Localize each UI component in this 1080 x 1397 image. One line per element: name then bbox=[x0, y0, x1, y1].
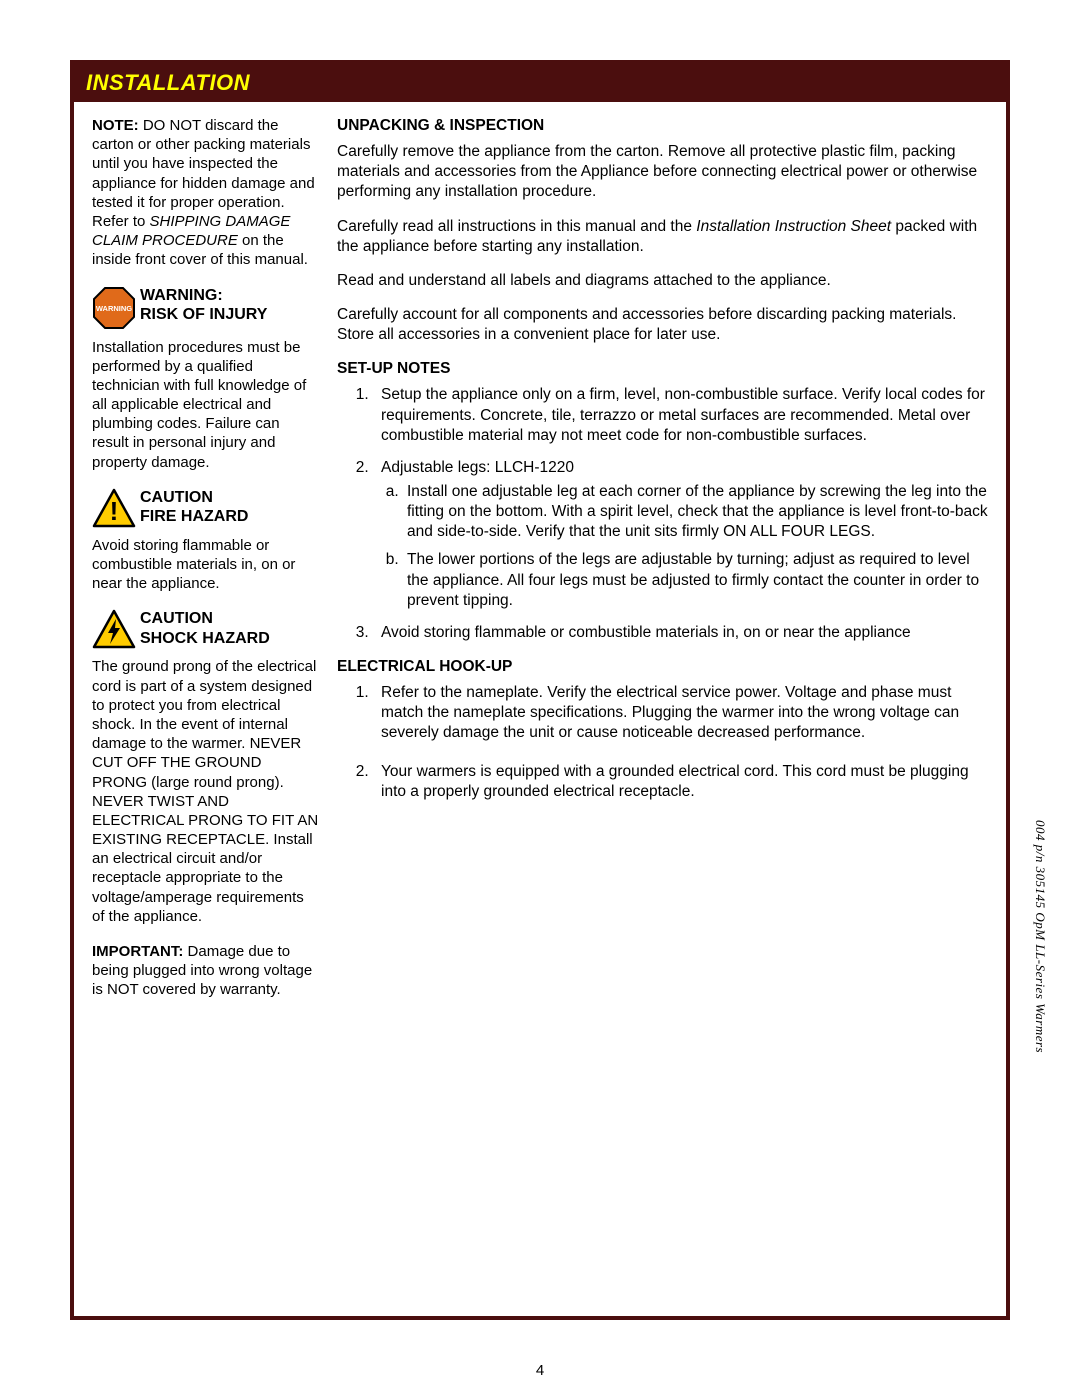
list-item: Install one adjustable leg at each corne… bbox=[403, 482, 988, 542]
unpacking-p2-italic: Installation Instruction Sheet bbox=[696, 218, 891, 235]
right-column: UNPACKING & INSPECTION Carefully remove … bbox=[337, 116, 988, 1300]
setup-sub-b: The lower portions of the legs are adjus… bbox=[407, 551, 979, 608]
caution-shock-title: CAUTION SHOCK HAZARD bbox=[140, 609, 270, 647]
caution-fire-block: ! CAUTION FIRE HAZARD Avoid storing flam… bbox=[92, 488, 319, 594]
list-item: Adjustable legs: LLCH-1220 Install one a… bbox=[373, 458, 988, 611]
list-item: Avoid storing flammable or combustible m… bbox=[373, 623, 988, 643]
caution-fire-line2: FIRE HAZARD bbox=[140, 508, 248, 525]
warning-title-line1: WARNING: bbox=[140, 287, 223, 304]
warning-octagon-icon: WARNING bbox=[92, 286, 136, 330]
content-area: NOTE: DO NOT discard the carton or other… bbox=[74, 102, 1006, 1314]
caution-shock-body: The ground prong of the electrical cord … bbox=[92, 657, 319, 926]
list-item: Your warmers is equipped with a grounded… bbox=[373, 762, 988, 802]
left-column: NOTE: DO NOT discard the carton or other… bbox=[92, 116, 337, 1300]
section-header: INSTALLATION bbox=[74, 64, 1006, 102]
unpacking-heading: UNPACKING & INSPECTION bbox=[337, 116, 988, 136]
warning-title: WARNING: RISK OF INJURY bbox=[140, 286, 267, 324]
important-label: IMPORTANT: bbox=[92, 943, 183, 960]
caution-fire-head: ! CAUTION FIRE HAZARD bbox=[92, 488, 319, 528]
svg-text:WARNING: WARNING bbox=[96, 304, 132, 313]
list-item: Refer to the nameplate. Verify the elect… bbox=[373, 683, 988, 743]
caution-fire-body: Avoid storing flammable or combustible m… bbox=[92, 536, 319, 594]
setup-sublist: Install one adjustable leg at each corne… bbox=[381, 482, 988, 611]
note-body2a: Refer to bbox=[92, 213, 150, 230]
unpacking-p4: Carefully account for all components and… bbox=[337, 305, 988, 345]
caution-shock-line1: CAUTION bbox=[140, 610, 213, 627]
important-block: IMPORTANT: Damage due to being plugged i… bbox=[92, 942, 319, 1000]
note-label: NOTE: bbox=[92, 117, 139, 134]
list-item: The lower portions of the legs are adjus… bbox=[403, 550, 988, 610]
side-label: 004 p/n 305145 OpM LL-Series Warmers bbox=[1032, 820, 1048, 1053]
electrical-item-2: Your warmers is equipped with a grounded… bbox=[381, 763, 969, 800]
page: INSTALLATION NOTE: DO NOT discard the ca… bbox=[0, 0, 1080, 1397]
setup-item-2: Adjustable legs: LLCH-1220 bbox=[381, 459, 574, 476]
setup-item-1: Setup the appliance only on a firm, leve… bbox=[381, 386, 985, 443]
setup-list: Setup the appliance only on a firm, leve… bbox=[337, 385, 988, 643]
caution-shock-head: CAUTION SHOCK HAZARD bbox=[92, 609, 319, 649]
warning-body: Installation procedures must be performe… bbox=[92, 338, 319, 472]
setup-sub-a: Install one adjustable leg at each corne… bbox=[407, 483, 988, 540]
electrical-heading: ELECTRICAL HOOK-UP bbox=[337, 657, 988, 677]
electrical-item-1: Refer to the nameplate. Verify the elect… bbox=[381, 684, 959, 741]
list-item: Setup the appliance only on a firm, leve… bbox=[373, 385, 988, 445]
unpacking-p1: Carefully remove the appliance from the … bbox=[337, 142, 988, 202]
caution-fire-line1: CAUTION bbox=[140, 489, 213, 506]
setup-heading: SET-UP NOTES bbox=[337, 359, 988, 379]
caution-triangle-icon: ! bbox=[92, 488, 136, 528]
page-number: 4 bbox=[0, 1362, 1080, 1379]
shock-triangle-icon bbox=[92, 609, 136, 649]
page-frame: INSTALLATION NOTE: DO NOT discard the ca… bbox=[70, 60, 1010, 1320]
unpacking-p3: Read and understand all labels and diagr… bbox=[337, 271, 988, 291]
setup-item-3: Avoid storing flammable or combustible m… bbox=[381, 624, 911, 641]
caution-shock-block: CAUTION SHOCK HAZARD The ground prong of… bbox=[92, 609, 319, 926]
electrical-list: Refer to the nameplate. Verify the elect… bbox=[337, 683, 988, 802]
svg-text:!: ! bbox=[110, 496, 119, 526]
warning-head: WARNING WARNING: RISK OF INJURY bbox=[92, 286, 319, 330]
warning-title-line2: RISK OF INJURY bbox=[140, 306, 267, 323]
note-block: NOTE: DO NOT discard the carton or other… bbox=[92, 116, 319, 270]
warning-block: WARNING WARNING: RISK OF INJURY Installa… bbox=[92, 286, 319, 472]
unpacking-p2a: Carefully read all instructions in this … bbox=[337, 218, 696, 235]
caution-fire-title: CAUTION FIRE HAZARD bbox=[140, 488, 248, 526]
caution-shock-line2: SHOCK HAZARD bbox=[140, 630, 270, 647]
